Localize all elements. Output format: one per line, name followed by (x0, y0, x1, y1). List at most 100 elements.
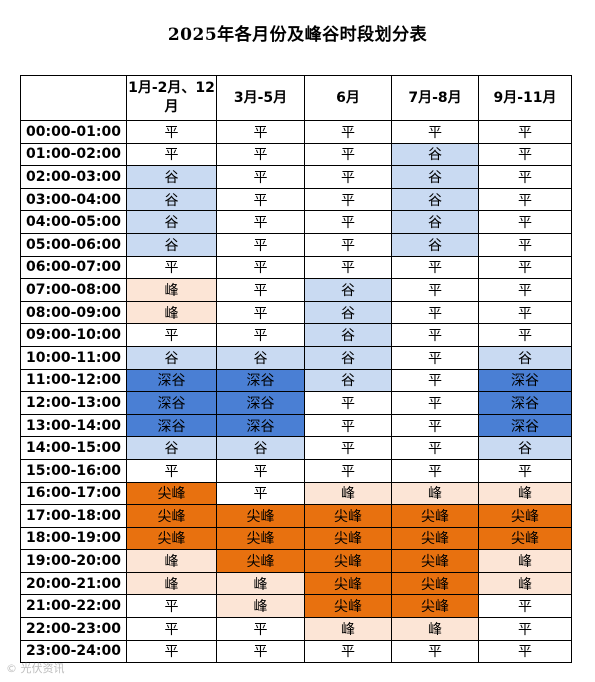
period-cell: 平 (126, 639, 217, 664)
header-month-sep-nov: 9月-11月 (478, 75, 572, 121)
table-row: 07:00-08:00 峰平谷平平 (20, 278, 572, 302)
period-cell: 平 (216, 120, 305, 144)
period-cell: 尖峰 (216, 504, 305, 528)
period-cell: 峰 (391, 617, 479, 641)
time-slot-cell: 21:00-22:00 (20, 594, 127, 619)
period-cell: 深谷 (216, 368, 305, 393)
period-cell: 谷 (216, 345, 305, 370)
period-cell: 尖峰 (126, 481, 217, 506)
period-cell: 谷 (478, 436, 572, 460)
period-cell: 平 (216, 232, 305, 257)
period-cell: 平 (391, 639, 479, 664)
period-cell: 平 (478, 187, 572, 212)
period-cell: 尖峰 (126, 504, 217, 528)
period-cell: 谷 (126, 436, 217, 460)
period-cell: 平 (126, 594, 217, 619)
table-row: 04:00-05:00 谷平平谷平 (20, 210, 572, 234)
period-cell: 峰 (216, 571, 305, 596)
period-cell: 平 (391, 413, 479, 438)
table-row: 17:00-18:00 尖峰 尖峰 尖峰 尖峰 尖峰 (20, 504, 572, 528)
time-slot-cell: 04:00-05:00 (20, 210, 127, 234)
table-row: 15:00-16:00 平平平平平 (20, 458, 572, 483)
period-cell: 峰 (304, 481, 392, 506)
period-cell: 峰 (478, 571, 572, 596)
period-cell: 峰 (126, 300, 217, 325)
period-cell: 谷 (126, 187, 217, 212)
header-month-jun: 6月 (304, 75, 392, 121)
period-cell: 深谷 (126, 413, 217, 438)
header-corner-cell (20, 75, 127, 121)
period-cell: 平 (478, 255, 572, 280)
time-slot-cell: 14:00-15:00 (20, 436, 127, 460)
time-slot-cell: 09:00-10:00 (20, 323, 127, 347)
period-cell: 谷 (304, 300, 392, 325)
time-slot-cell: 12:00-13:00 (20, 391, 127, 415)
period-cell: 平 (478, 323, 572, 347)
period-cell: 平 (478, 278, 572, 302)
table-row: 11:00-12:00 深谷 深谷谷平深谷 (20, 368, 572, 393)
period-cell: 平 (391, 391, 479, 415)
table-row: 09:00-10:00 平平谷平平 (20, 323, 572, 347)
time-slot-cell: 10:00-11:00 (20, 345, 127, 370)
header-month-mar-may: 3月-5月 (216, 75, 305, 121)
period-cell: 谷 (304, 345, 392, 370)
period-cell: 平 (216, 323, 305, 347)
period-cell: 峰 (126, 549, 217, 573)
time-slot-cell: 16:00-17:00 (20, 481, 127, 506)
period-cell: 谷 (126, 210, 217, 234)
period-cell: 尖峰 (478, 526, 572, 551)
period-cell: 平 (391, 278, 479, 302)
period-cell: 谷 (126, 232, 217, 257)
period-cell: 尖峰 (478, 504, 572, 528)
time-slot-cell: 03:00-04:00 (20, 187, 127, 212)
table-row: 22:00-23:00 平平峰峰平 (20, 617, 572, 641)
period-cell: 峰 (478, 481, 572, 506)
period-cell: 平 (391, 345, 479, 370)
period-cell: 平 (216, 210, 305, 234)
period-cell: 尖峰 (304, 504, 392, 528)
period-cell: 谷 (304, 368, 392, 393)
table-row: 06:00-07:00 平平平平平 (20, 255, 572, 280)
period-cell: 尖峰 (391, 571, 479, 596)
period-cell: 平 (304, 639, 392, 664)
period-cell: 谷 (391, 165, 479, 189)
period-cell: 平 (478, 232, 572, 257)
period-cell: 尖峰 (216, 549, 305, 573)
period-cell: 峰 (126, 571, 217, 596)
period-cell: 平 (478, 210, 572, 234)
time-slot-cell: 22:00-23:00 (20, 617, 127, 641)
period-cell: 平 (216, 278, 305, 302)
period-cell: 谷 (126, 345, 217, 370)
period-cell: 平 (478, 142, 572, 167)
table-row: 23:00-24:00 平平平平平 (20, 639, 572, 664)
period-cell: 平 (126, 142, 217, 167)
table-body: 00:00-01:00 平平平平平 01:00-02:00 平平平谷平 02:00-03… (20, 120, 572, 664)
period-cell: 尖峰 (391, 549, 479, 573)
period-cell: 尖峰 (216, 526, 305, 551)
table-row: 03:00-04:00 谷平平谷平 (20, 187, 572, 212)
table-row: 20:00-21:00 峰峰尖峰 尖峰峰 (20, 571, 572, 596)
period-cell: 峰 (216, 594, 305, 619)
period-cell: 平 (216, 458, 305, 483)
period-cell: 平 (304, 413, 392, 438)
period-cell: 平 (304, 436, 392, 460)
period-cell: 平 (304, 210, 392, 234)
period-cell: 深谷 (478, 413, 572, 438)
table-row: 21:00-22:00 平峰尖峰 尖峰平 (20, 594, 572, 619)
period-cell: 平 (304, 187, 392, 212)
period-cell: 平 (216, 617, 305, 641)
period-cell: 尖峰 (304, 571, 392, 596)
time-slot-cell: 05:00-06:00 (20, 232, 127, 257)
table-row: 13:00-14:00 深谷 深谷平平深谷 (20, 413, 572, 438)
table-row: 08:00-09:00 峰平谷平平 (20, 300, 572, 325)
table-row: 00:00-01:00 平平平平平 (20, 120, 572, 144)
period-cell: 平 (126, 255, 217, 280)
period-cell: 尖峰 (126, 526, 217, 551)
time-slot-cell: 23:00-24:00 (20, 639, 127, 664)
period-cell: 平 (304, 142, 392, 167)
period-cell: 平 (304, 120, 392, 144)
table-row: 10:00-11:00 谷谷谷平谷 (20, 345, 572, 370)
time-slot-cell: 01:00-02:00 (20, 142, 127, 167)
time-slot-cell: 13:00-14:00 (20, 413, 127, 438)
period-cell: 平 (478, 300, 572, 325)
